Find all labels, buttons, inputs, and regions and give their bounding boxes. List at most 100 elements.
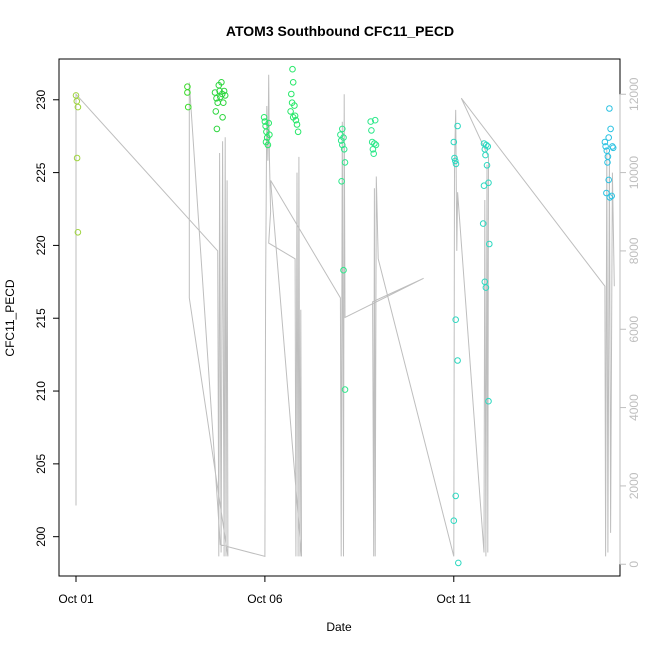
data-point [485,179,492,187]
data-point [213,95,220,102]
y-tick-label: 220 [34,235,48,255]
data-point [184,103,192,111]
data-point [371,140,378,147]
data-point [339,125,346,133]
data-point [482,284,490,291]
data-point [371,116,379,124]
x-axis-label: Date [326,620,352,634]
y2-tick-label: 0 [627,561,641,568]
y-tick-label: 205 [34,454,48,474]
data-point [293,121,301,128]
y2-tick-label: 6000 [627,316,641,343]
data-point [479,220,487,227]
data-point [294,128,302,136]
data-point [288,90,295,98]
data-point [485,397,492,405]
data-point [213,125,221,133]
data-point [607,125,614,133]
data-point [483,141,490,149]
y2-tick-label: 8000 [627,237,641,264]
data-point [482,151,489,159]
data-point [369,146,377,153]
data-point [211,89,219,96]
data-point [289,65,296,73]
data-point [260,114,268,121]
data-point [220,87,228,95]
y2-tick-label: 10000 [627,156,641,190]
data-point [73,97,81,105]
data-point [212,108,220,115]
data-point [219,114,226,121]
data-point [606,105,613,112]
data-point [606,194,614,201]
data-point [184,89,191,96]
altitude-line [75,74,615,558]
data-point [291,102,298,109]
data-point [602,143,609,150]
x-tick-label: Oct 01 [58,592,94,606]
altitude-trace [75,74,615,558]
y-axis-label: CFC11_PECD [3,279,17,356]
x-tick-label: Oct 11 [437,592,472,606]
data-point [289,79,297,86]
data-point [450,517,458,525]
data-point [370,150,378,157]
data-point [452,316,460,324]
data-point [452,157,459,165]
y-tick-label: 225 [34,162,48,182]
data-point [450,138,458,146]
chart-title: ATOM3 Southbound CFC11_PECD [226,23,454,39]
y-tick-label: 230 [34,89,48,109]
y2-tick-label: 2000 [627,472,641,499]
data-point [483,162,491,169]
data-point [372,141,380,149]
y2-tick-label: 4000 [627,394,641,421]
y-tick-label: 210 [34,381,48,401]
data-point [261,118,269,125]
data-point [454,357,461,364]
data-point [480,182,488,189]
data-point [218,79,225,86]
data-point [341,159,349,166]
data-point [287,108,294,115]
data-point [454,122,461,130]
data-point [608,192,616,200]
y-tick-label: 215 [34,308,48,328]
data-point [609,144,617,152]
data-point [341,386,349,393]
data-point [74,229,82,236]
plot-frame [58,58,621,577]
data-point [452,492,460,500]
data-point [486,240,493,248]
y2-tick-label: 12000 [627,77,641,111]
data-point [367,118,375,125]
data-point [266,131,273,138]
data-point [452,160,460,168]
y-tick-label: 200 [34,526,48,546]
data-point [603,189,610,197]
data-point [605,134,613,141]
data-point [604,159,611,166]
data-point [368,127,375,134]
data-point [340,134,347,141]
data-point [220,99,227,106]
data-point [221,92,229,99]
data-point [264,141,272,149]
axes: 200 205 210 215 220 225 230 0 2000 4000 6000 8000 10… [34,77,641,606]
data-point [605,176,613,184]
data-point [265,119,273,127]
data-point [289,114,297,121]
data-point [601,138,609,146]
data-point [338,178,345,185]
data-point [74,103,82,111]
data-point [339,141,346,149]
data-point [340,266,347,274]
x-tick-label: Oct 06 [247,592,283,606]
data-point [73,154,81,162]
data-point [451,154,458,162]
data-point [455,559,462,567]
data-point [484,143,492,150]
data-point [291,112,299,120]
data-points [72,65,617,567]
